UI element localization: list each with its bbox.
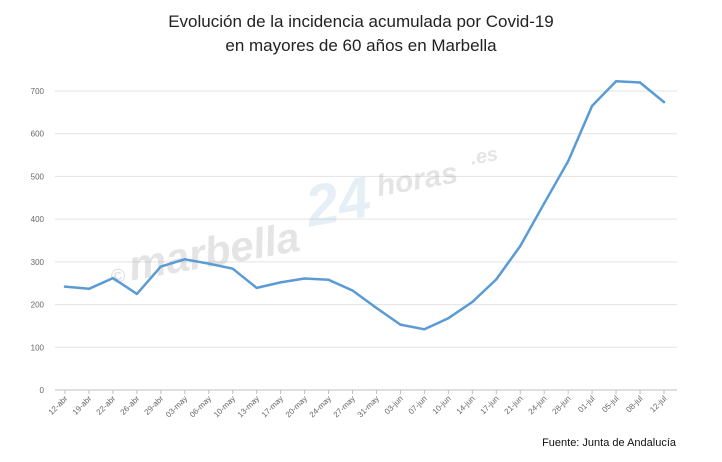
y-tick-label: 700 [31,87,45,96]
x-tick-label: 27-may [332,394,357,419]
data-point [447,317,450,320]
watermark-copyright: © [109,265,128,289]
data-point [471,300,474,304]
x-tick-label: 08-jul [624,394,644,414]
y-tick-label: 300 [31,258,45,267]
chart-title-line-1: Evolución de la incidencia acumulada por… [168,12,554,31]
series-line [63,79,666,331]
x-tick-label: 13-may [236,394,261,419]
x-tick-label: 24-may [308,394,333,419]
y-axis: 0 100 200 300 400 500 600 700 [31,87,45,395]
data-point [183,258,186,261]
data-point [303,277,306,280]
y-tick-label: 400 [31,215,45,224]
x-tick-label: 06-may [188,394,213,419]
y-tick-label: 600 [31,130,45,139]
data-point [614,79,618,83]
data-point [63,285,67,288]
data-point [159,265,163,268]
data-point [495,278,498,281]
data-point [399,323,402,326]
data-point [519,244,522,248]
watermark-tld: .es [469,143,500,169]
data-point [135,292,139,296]
data-point [255,286,258,290]
data-point [375,306,378,310]
x-tick-label: 24-jun [527,394,549,416]
x-tick-label: 29-abr [143,394,166,417]
watermark-suffix: horas [374,157,460,204]
gridlines [55,90,677,391]
watermark-number: 24 [300,164,376,239]
series-line-path [63,79,666,331]
x-tick-label: 31-may [356,394,381,419]
data-point [351,289,354,292]
x-tick-label: 12-abr [47,394,70,417]
x-tick-label: 07-jun [407,394,429,416]
x-tick-label: 28-jun [550,394,572,416]
data-point [423,328,426,331]
source-note: Fuente: Junta de Andalucía [542,437,677,449]
x-tick-label: 05-jul [600,394,620,414]
x-tick-label: 21-jun [503,394,525,416]
y-tick-label: 0 [40,386,45,395]
x-tick-label: 12-jul [648,394,668,414]
x-tick-label: 22-abr [95,394,118,417]
x-tick-label: 03-may [164,394,189,419]
watermark: © marbella 24 horas .es [109,143,500,289]
y-tick-label: 100 [31,343,45,352]
data-point [638,81,642,84]
data-point [590,104,594,108]
x-axis: 12-abr 19-abr 22-abr 26-abr 29-abr03-may06-m… [47,390,669,419]
data-point [111,276,115,280]
x-tick-label: 19-abr [71,394,94,417]
x-tick-label: 03-jun [383,394,405,416]
x-tick-label: 10-jun [431,394,453,416]
chart-title-line-2: en mayores de 60 años en Marbella [225,36,497,55]
x-tick-label: 14-jun [455,394,477,416]
data-point [231,267,234,270]
data-point [327,278,330,281]
x-tick-label: 20-may [284,394,309,419]
x-tick-label: 26-abr [119,394,142,417]
data-point [207,262,210,265]
data-point [279,281,282,284]
data-point [662,100,666,104]
x-tick-label: 17-may [260,394,285,419]
x-tick-label: 01-jul [576,394,596,414]
data-point [566,159,570,163]
x-tick-label: 17-jun [479,394,501,416]
y-tick-label: 500 [31,172,45,181]
data-point [543,202,546,205]
x-tick-label: 10-may [212,394,237,419]
y-tick-label: 200 [31,301,45,310]
data-point [87,287,91,290]
